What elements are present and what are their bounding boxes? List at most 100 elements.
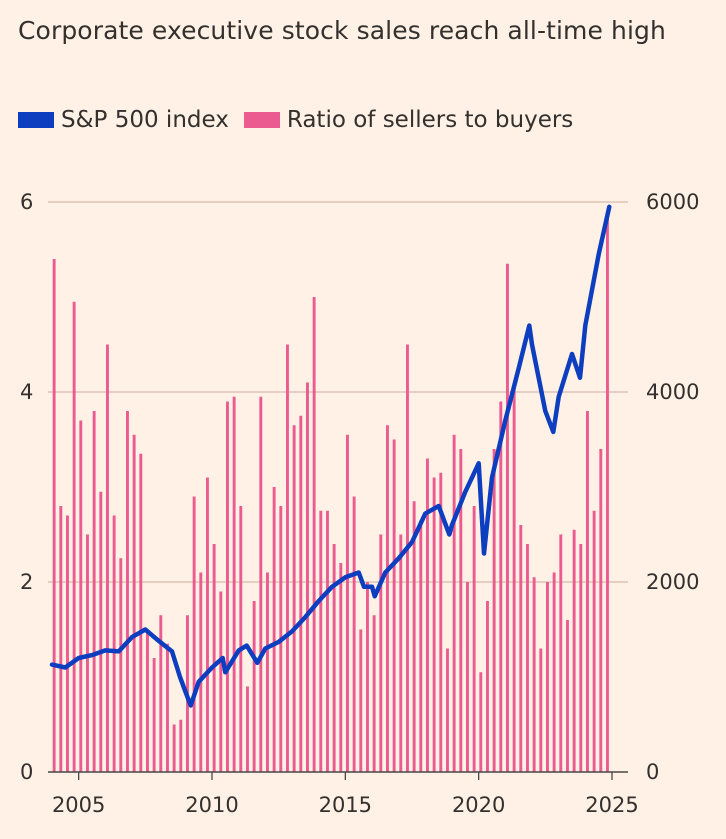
ratio-bar [252, 601, 256, 772]
ratio-bar [532, 577, 536, 772]
ratio-bar [586, 411, 589, 772]
ratio-bar [319, 510, 323, 772]
ratio-bar [552, 572, 556, 772]
ratio-bar [299, 415, 303, 772]
ratio-bar [106, 344, 109, 772]
ratio-bar [452, 434, 456, 772]
ratio-bar [426, 458, 429, 772]
x-axis-tick-label: 2015 [319, 793, 372, 817]
ratio-bar [346, 434, 349, 772]
ratio-bar [579, 544, 583, 772]
ratio-bar [266, 572, 269, 772]
right-axis-tick-label: 4000 [646, 380, 699, 404]
ratio-bar [472, 506, 476, 772]
ratio-bar [66, 515, 69, 772]
ratio-bar [372, 615, 376, 772]
ratio-bar [179, 719, 183, 772]
ratio-bar [592, 510, 596, 772]
ratio-bar [112, 515, 116, 772]
ratio-bar [126, 411, 129, 772]
legend-item-ratio: Ratio of sellers to buyers [243, 107, 574, 133]
ratio-bar [226, 401, 229, 772]
ratio-bar [412, 501, 416, 772]
ratio-bar [519, 525, 523, 772]
ratio-bar [146, 629, 149, 772]
sp500-line [49, 204, 612, 708]
ratio-bar [166, 643, 169, 772]
right-axis-tick-label: 2000 [646, 570, 699, 594]
ratio-bar [152, 658, 156, 772]
ratio-bar [86, 534, 89, 772]
right-axis-tick-label: 0 [646, 760, 659, 784]
ratio-bar [566, 620, 569, 772]
ratio-bar [439, 472, 443, 772]
ratio-bar [386, 425, 389, 772]
ratio-bar [499, 401, 503, 772]
ratio-bar [119, 558, 123, 772]
ratio-bar [559, 534, 563, 772]
ratio-bar [312, 297, 316, 772]
ratio-bar [72, 301, 76, 772]
ratio-bar [446, 648, 449, 772]
ratio-bar [232, 396, 236, 772]
ratio-bar [486, 601, 489, 772]
right-axis-tick-label: 6000 [646, 190, 699, 214]
ratio-bar [492, 449, 496, 772]
ratio-bar [352, 496, 356, 772]
legend-swatch-sp500 [18, 112, 54, 128]
ratio-bar [546, 582, 549, 772]
ratio-bar [379, 534, 383, 772]
ratio-bar [466, 582, 469, 772]
ratio-bar [52, 259, 56, 772]
x-axis-tick-label: 2020 [452, 793, 505, 817]
ratio-bar [172, 724, 176, 772]
ratio-bar [339, 563, 343, 772]
ratio-bar [332, 544, 336, 772]
ratio-bar [212, 544, 216, 772]
ratio-bar [572, 529, 576, 772]
ratio-bar [432, 477, 436, 772]
ratio-bar [292, 425, 296, 772]
ratio-bar [359, 629, 363, 772]
ratio-bar [239, 506, 243, 772]
ratio-bar [272, 487, 276, 772]
x-axis-tick-label: 2025 [585, 793, 638, 817]
ratio-bar [459, 449, 463, 772]
left-axis-tick-label: 4 [20, 380, 33, 404]
left-axis-tick-label: 6 [20, 190, 33, 214]
left-axis-tick-label: 0 [20, 760, 33, 784]
ratio-bar [286, 344, 289, 772]
x-axis-tick-label: 2010 [185, 793, 238, 817]
chart-title: Corporate executive stock sales reach al… [18, 16, 666, 45]
ratio-bar [306, 382, 309, 772]
ratio-bar [79, 420, 83, 772]
ratio-bar [399, 534, 403, 772]
ratio-bar [192, 496, 196, 772]
ratio-bar [259, 396, 263, 772]
ratio-bar [419, 520, 423, 772]
ratio-bar [506, 263, 509, 772]
ratio-bar [99, 491, 103, 772]
legend-swatch-ratio [243, 112, 280, 128]
ratio-bar [406, 344, 409, 772]
legend-label-ratio: Ratio of sellers to buyers [286, 107, 574, 133]
ratio-bar [479, 672, 483, 772]
legend-item-sp500: S&P 500 index [18, 107, 229, 133]
ratio-bar [526, 544, 529, 772]
left-axis-tick-label: 2 [20, 570, 33, 594]
ratio-bar [92, 411, 96, 772]
ratio-bar [59, 506, 63, 772]
x-axis-tick-label: 2005 [52, 793, 105, 817]
ratio-bar [366, 582, 369, 772]
ratio-bar [139, 453, 143, 772]
ratio-bar [132, 434, 136, 772]
ratio-bar [606, 211, 609, 772]
ratio-bar [159, 615, 163, 772]
ratio-bar [326, 510, 329, 772]
ratio-bar [199, 572, 203, 772]
ratio-bar [206, 477, 209, 772]
ratio-bar [599, 449, 603, 772]
ratio-bar [512, 387, 516, 772]
legend-label-sp500: S&P 500 index [61, 107, 229, 133]
